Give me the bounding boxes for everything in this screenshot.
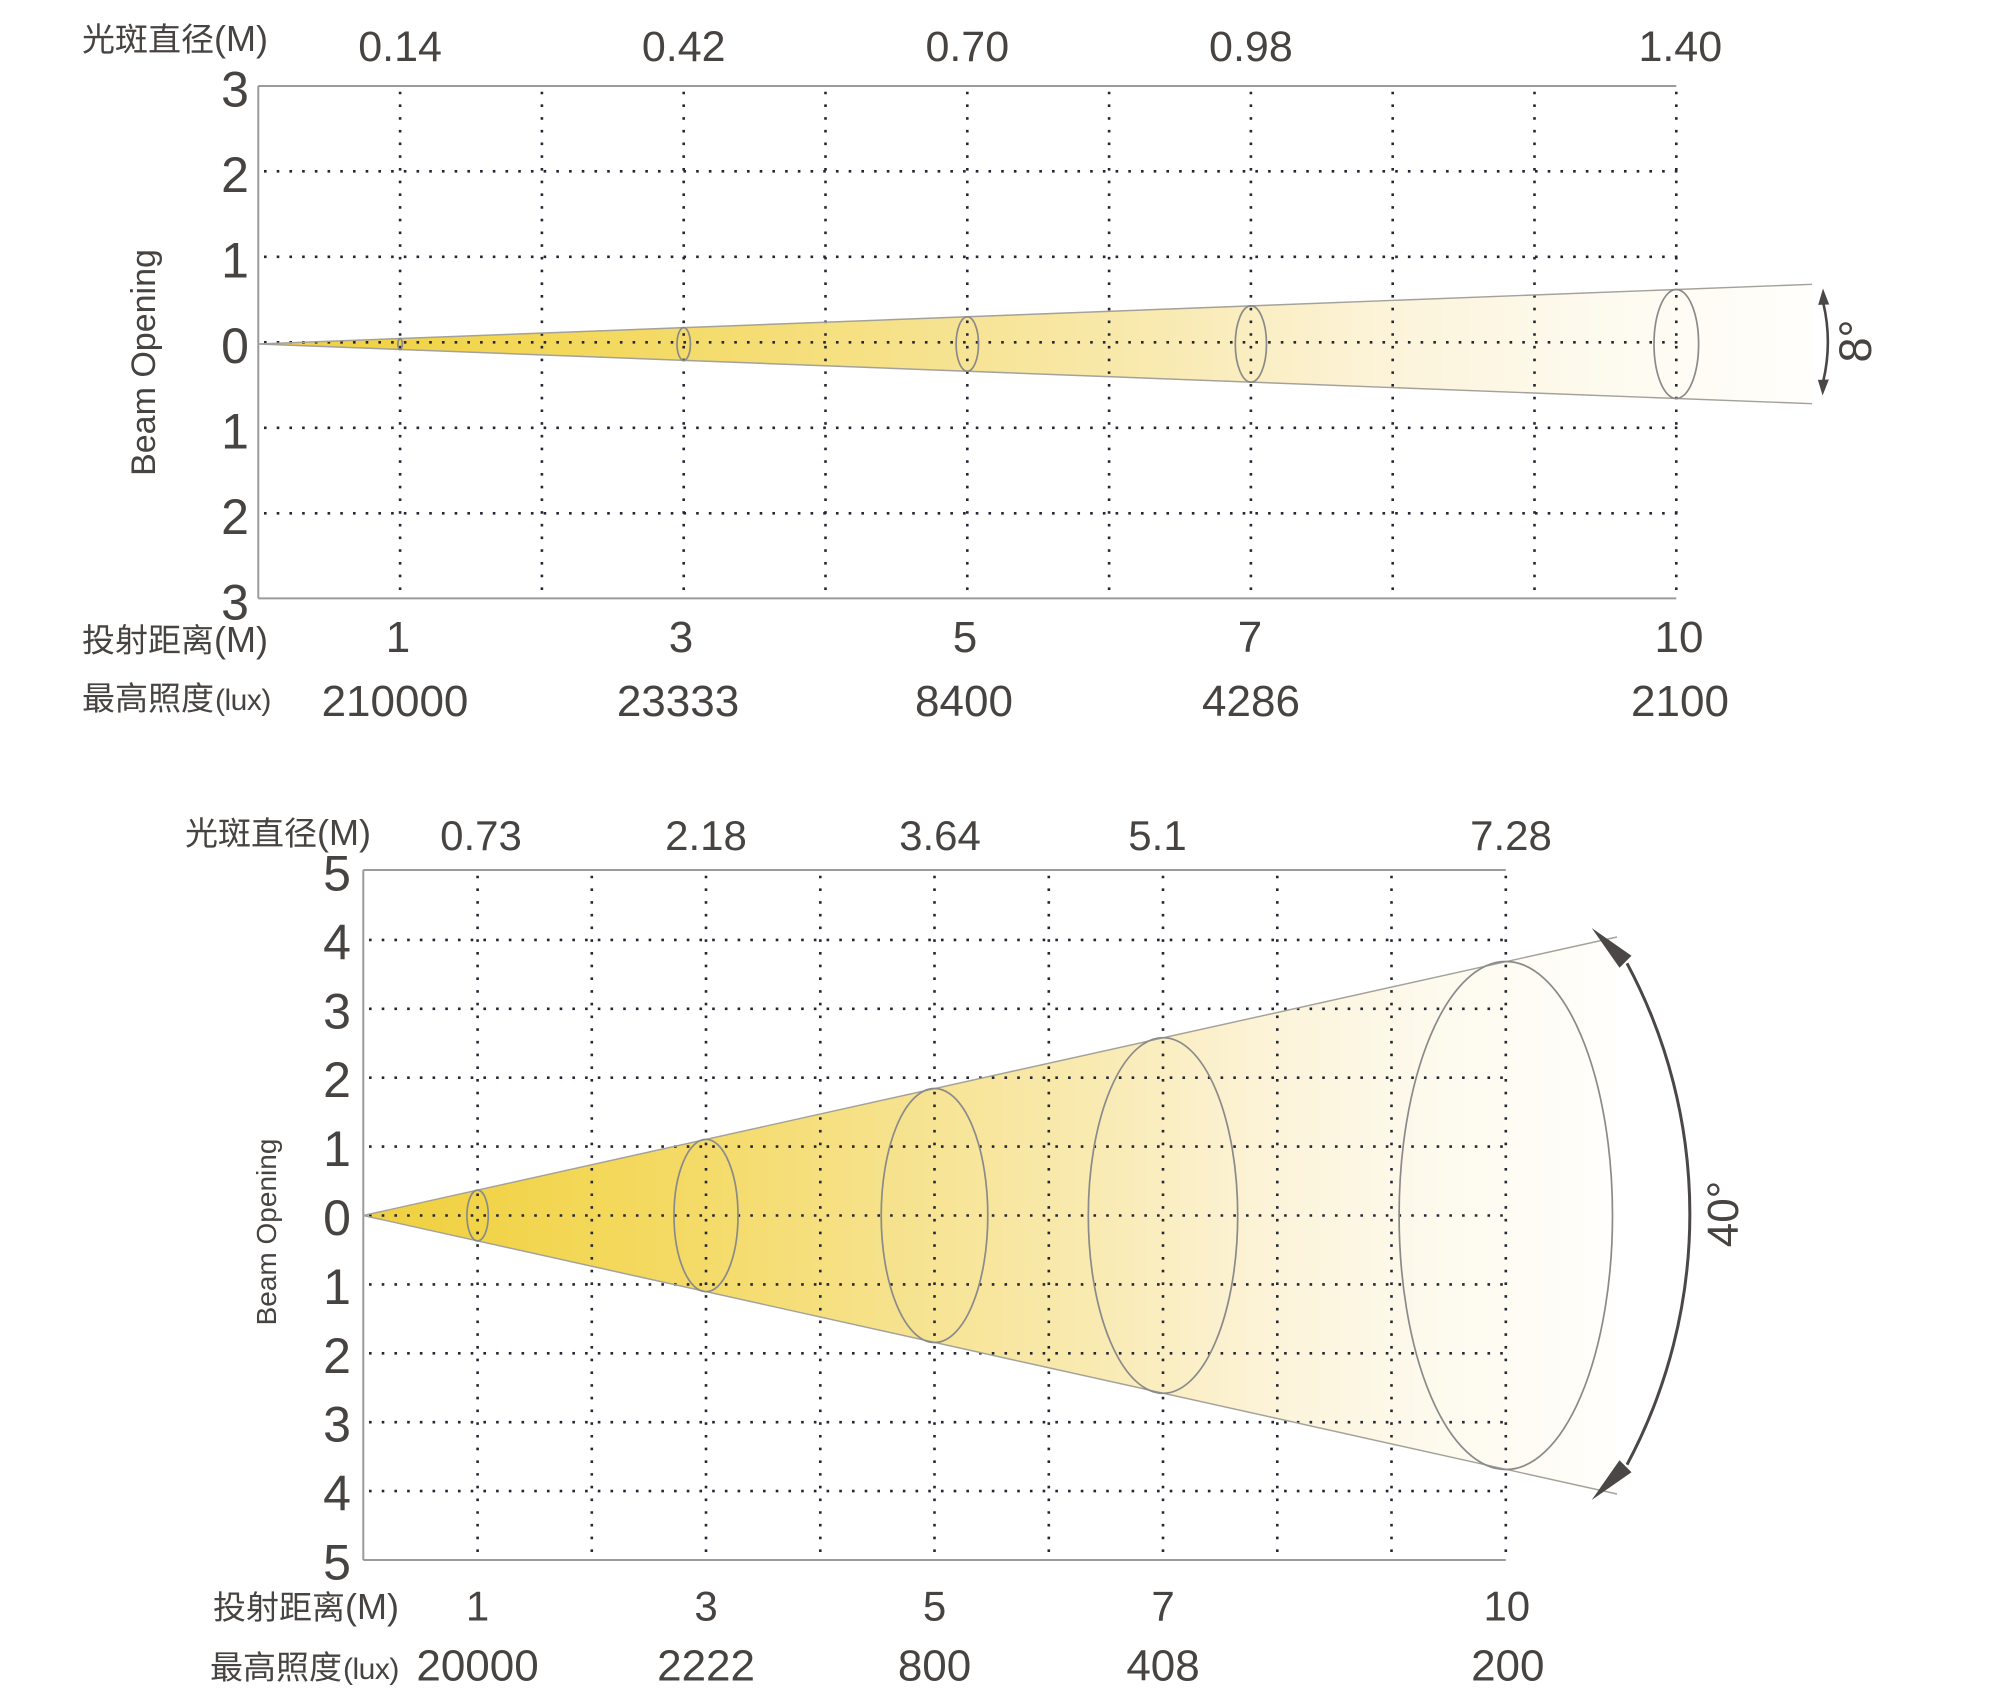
svg-text:3: 3: [669, 613, 693, 662]
svg-text:0.98: 0.98: [1209, 23, 1293, 71]
svg-text:40°: 40°: [1699, 1181, 1748, 1248]
svg-text:1: 1: [386, 613, 410, 662]
svg-text:2.18: 2.18: [665, 812, 747, 859]
svg-text:0.73: 0.73: [440, 812, 522, 859]
svg-text:(M): (M): [345, 1586, 399, 1627]
svg-text:1: 1: [323, 1121, 351, 1177]
svg-text:3.64: 3.64: [899, 812, 981, 859]
svg-text:210000: 210000: [322, 677, 469, 726]
svg-text:4: 4: [323, 1466, 351, 1522]
svg-text:3: 3: [221, 62, 249, 118]
svg-text:7: 7: [1238, 613, 1262, 662]
svg-text:(M): (M): [214, 18, 268, 59]
svg-text:8°: 8°: [1830, 319, 1881, 362]
svg-text:0.42: 0.42: [642, 23, 726, 71]
svg-text:10: 10: [1655, 613, 1704, 662]
svg-text:3: 3: [694, 1583, 717, 1630]
svg-text:0: 0: [221, 318, 249, 374]
svg-text:7: 7: [1151, 1583, 1174, 1630]
svg-text:(lux): (lux): [215, 684, 271, 717]
svg-text:3: 3: [323, 1397, 351, 1453]
svg-text:(lux): (lux): [343, 1653, 399, 1686]
svg-text:2: 2: [323, 1052, 351, 1108]
svg-text:10: 10: [1483, 1583, 1530, 1630]
svg-text:4: 4: [323, 914, 351, 970]
svg-text:20000: 20000: [416, 1642, 538, 1691]
svg-text:408: 408: [1126, 1642, 1199, 1691]
svg-text:23333: 23333: [617, 677, 739, 726]
svg-text:3: 3: [221, 575, 249, 631]
svg-text:800: 800: [898, 1642, 971, 1691]
svg-text:1: 1: [221, 233, 249, 289]
svg-text:1: 1: [221, 404, 249, 460]
svg-text:2222: 2222: [657, 1642, 755, 1691]
svg-text:5: 5: [323, 846, 351, 902]
svg-text:200: 200: [1471, 1642, 1544, 1691]
svg-text:2: 2: [221, 147, 249, 203]
svg-text:2: 2: [323, 1328, 351, 1384]
svg-text:Beam Opening: Beam Opening: [251, 1139, 282, 1326]
svg-text:0.14: 0.14: [358, 23, 442, 71]
svg-text:1: 1: [466, 1583, 489, 1630]
svg-text:0: 0: [323, 1190, 351, 1246]
svg-text:5.1: 5.1: [1128, 812, 1186, 859]
svg-text:5: 5: [923, 1583, 946, 1630]
svg-text:(M): (M): [214, 619, 268, 660]
svg-text:5: 5: [953, 613, 977, 662]
svg-text:Beam Opening: Beam Opening: [125, 249, 163, 476]
svg-text:1.40: 1.40: [1638, 23, 1722, 71]
svg-text:3: 3: [323, 983, 351, 1039]
svg-text:1: 1: [323, 1259, 351, 1315]
svg-text:2: 2: [221, 489, 249, 545]
svg-text:4286: 4286: [1202, 677, 1300, 726]
svg-text:2100: 2100: [1631, 677, 1729, 726]
svg-text:(M): (M): [317, 812, 371, 853]
svg-text:8400: 8400: [915, 677, 1013, 726]
svg-text:5: 5: [323, 1535, 351, 1591]
svg-text:7.28: 7.28: [1470, 812, 1552, 859]
svg-text:0.70: 0.70: [925, 23, 1009, 71]
